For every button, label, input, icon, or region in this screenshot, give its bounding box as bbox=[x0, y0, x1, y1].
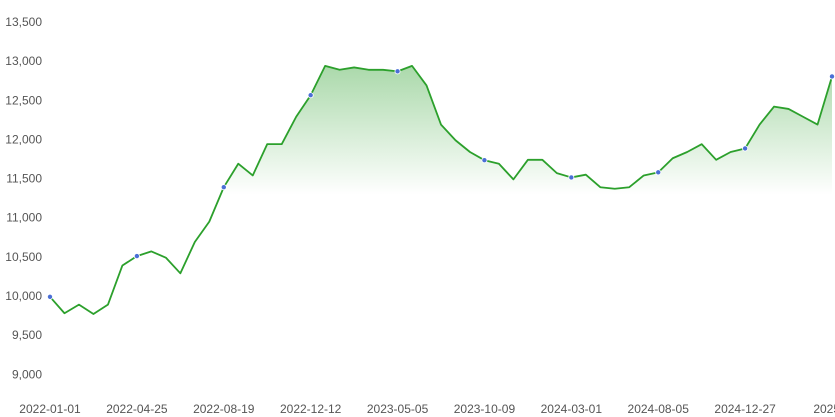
y-tick-label: 10,000 bbox=[5, 289, 42, 303]
y-tick-label: 13,000 bbox=[5, 54, 42, 68]
y-tick-label: 12,500 bbox=[5, 93, 42, 107]
marker bbox=[742, 145, 749, 152]
y-tick-label: 9,500 bbox=[12, 328, 42, 342]
marker bbox=[220, 184, 227, 191]
x-tick-label: 2022-01-01 bbox=[19, 402, 81, 416]
marker bbox=[394, 68, 401, 75]
x-tick-label: 2024-12-27 bbox=[714, 402, 776, 416]
y-tick-label: 12,000 bbox=[5, 132, 42, 146]
marker bbox=[568, 174, 575, 181]
x-tick-label: 2024-08-05 bbox=[628, 402, 690, 416]
marker bbox=[307, 92, 314, 99]
y-tick-label: 10,500 bbox=[5, 250, 42, 264]
x-tick-label: 2023-05-05 bbox=[367, 402, 429, 416]
area bbox=[50, 65, 832, 380]
marker bbox=[655, 169, 662, 176]
marker bbox=[829, 73, 835, 80]
line bbox=[49, 64, 833, 315]
x-tick-label: 2022-04-25 bbox=[106, 402, 168, 416]
marker bbox=[133, 253, 140, 260]
y-tick-label: 11,500 bbox=[6, 172, 42, 186]
marker bbox=[481, 157, 488, 164]
x-tick-label: 2024-03-01 bbox=[541, 402, 603, 416]
x-tick-label: 2022-12-12 bbox=[280, 402, 342, 416]
x-tick-label: 2023-10-09 bbox=[454, 402, 516, 416]
y-tick-label: 13,500 bbox=[5, 15, 42, 29]
marker bbox=[47, 293, 54, 300]
y-tick-label: 9,000 bbox=[12, 367, 42, 381]
y-tick-label: 11,000 bbox=[6, 211, 42, 225]
x-tick-label: 2022-08-19 bbox=[193, 402, 255, 416]
x-tick-label: 2025-0 bbox=[813, 402, 835, 416]
